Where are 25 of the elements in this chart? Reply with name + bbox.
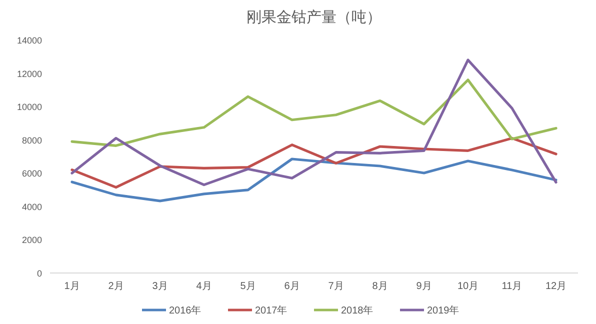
legend-label: 2016年 bbox=[169, 304, 202, 316]
y-tick-label: 6000 bbox=[22, 168, 42, 179]
x-tick-label: 10月 bbox=[457, 281, 479, 292]
legend-label: 2017年 bbox=[255, 304, 288, 316]
y-tick-label: 0 bbox=[36, 268, 42, 278]
x-tick-label: 9月 bbox=[416, 281, 432, 292]
x-tick-label: 1月 bbox=[64, 281, 80, 292]
y-tick-label: 10000 bbox=[16, 102, 42, 112]
x-tick-label: 2月 bbox=[108, 281, 124, 292]
legend-label: 2019年 bbox=[427, 304, 460, 316]
x-tick-label: 7月 bbox=[328, 281, 344, 292]
x-tick-label: 12月 bbox=[545, 281, 567, 292]
x-tick-label: 3月 bbox=[152, 281, 168, 292]
x-tick-label: 8月 bbox=[372, 281, 388, 292]
chart-title: 刚果金钴产量（吨） bbox=[246, 9, 382, 26]
x-tick-label: 11月 bbox=[502, 281, 522, 292]
y-tick-label: 14000 bbox=[16, 36, 42, 46]
y-tick-label: 8000 bbox=[22, 135, 42, 146]
y-tick-label: 12000 bbox=[16, 68, 42, 79]
y-tick-label: 4000 bbox=[22, 202, 42, 212]
x-tick-label: 5月 bbox=[240, 281, 256, 292]
y-tick-label: 2000 bbox=[22, 235, 42, 246]
x-tick-label: 4月 bbox=[196, 281, 212, 292]
x-tick-label: 6月 bbox=[284, 281, 300, 292]
legend-label: 2018年 bbox=[341, 304, 374, 316]
